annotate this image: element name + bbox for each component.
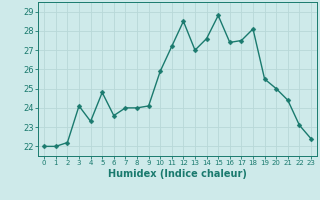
X-axis label: Humidex (Indice chaleur): Humidex (Indice chaleur)	[108, 169, 247, 179]
